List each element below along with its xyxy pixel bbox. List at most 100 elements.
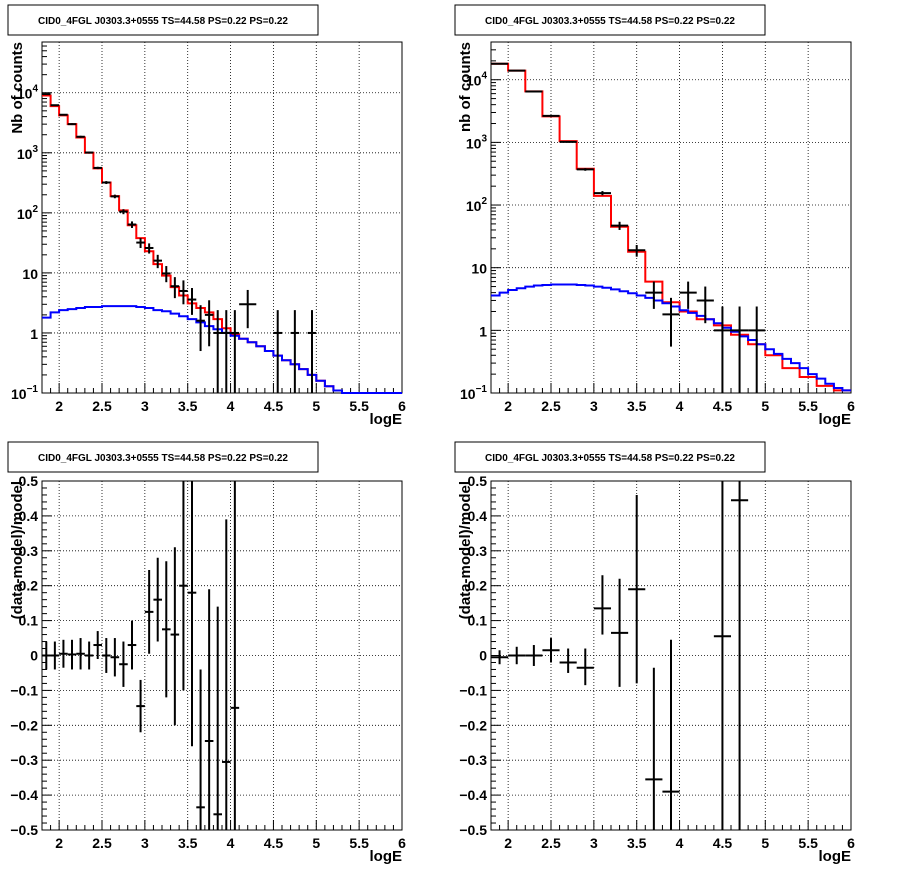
- data-point: [67, 123, 77, 126]
- y-tick-label: 102: [17, 204, 39, 222]
- data-point: [611, 578, 629, 687]
- x-tick-label: 2.5: [541, 835, 561, 851]
- x-tick-label: 3: [141, 835, 149, 851]
- data-point: [187, 481, 197, 747]
- y-tick-label: 0.3: [468, 543, 488, 559]
- data-point: [576, 168, 594, 171]
- y-tick-label: 0.4: [19, 508, 39, 524]
- grid: [42, 481, 402, 830]
- data-point: [42, 93, 51, 96]
- x-axis-label: logE: [370, 848, 403, 865]
- y-tick-label: 10: [22, 266, 38, 282]
- x-tick-label: 3: [590, 398, 598, 414]
- y-tick-label: 0: [30, 648, 38, 664]
- data-point: [76, 638, 85, 670]
- data-point: [611, 221, 629, 230]
- grid: [42, 42, 402, 393]
- data-point: [144, 569, 154, 654]
- y-tick-label: 0.2: [19, 578, 39, 594]
- y-tick-label: 104: [466, 71, 488, 89]
- title-box: [7, 441, 319, 473]
- y-tick-label: −0.5: [10, 822, 38, 838]
- chart-title: CID0_4FGL J0303.3+0555 TS=44.58 PS=0.22 …: [485, 453, 735, 464]
- data-point: [119, 641, 128, 687]
- y-tick-label: 0.1: [19, 613, 39, 629]
- data-point: [59, 113, 68, 116]
- y-tick-label: −0.1: [10, 682, 38, 698]
- data-point: [170, 277, 180, 299]
- x-tick-label: 6: [398, 398, 406, 414]
- data-point: [662, 639, 680, 830]
- y-tick-base: 10: [466, 135, 482, 151]
- x-tick-label: 6: [847, 398, 855, 414]
- data-point: [230, 310, 240, 393]
- data-point: [559, 648, 577, 673]
- x-tick-label: 5: [312, 398, 320, 414]
- chart-title: CID0_4FGL J0303.3+0555 TS=44.58 PS=0.22 …: [485, 16, 735, 27]
- y-axis-label: nb of counts: [457, 42, 474, 132]
- x-tick-label: 3.5: [178, 835, 198, 851]
- data-point: [136, 238, 145, 248]
- y-tick-base: 10: [466, 73, 482, 89]
- x-tick-label: 3.5: [627, 398, 647, 414]
- chart-panel-1: 2 2.5 3 3.5 4 4.5 5 5.5 610−1110102103104logENb …: [7, 4, 406, 428]
- data-point: [230, 481, 240, 830]
- data-point: [204, 589, 214, 830]
- y-tick-base: 10: [11, 386, 27, 402]
- x-tick-label: 5.5: [798, 398, 818, 414]
- data-point: [679, 281, 697, 309]
- data-point: [508, 646, 526, 665]
- data-point: [525, 90, 543, 93]
- data-point: [93, 166, 102, 170]
- data-point: [102, 181, 111, 185]
- y-tick-base: 10: [17, 146, 33, 162]
- x-tick-label: 3: [590, 835, 598, 851]
- x-axis-label: logE: [819, 848, 852, 865]
- data-point: [628, 494, 646, 684]
- data-point: [127, 620, 137, 670]
- x-tick-label: 5: [761, 835, 769, 851]
- data-point: [273, 310, 282, 393]
- data-point: [239, 289, 257, 329]
- x-tick-label: 5.5: [798, 835, 818, 851]
- y-tick-exponent: 2: [481, 196, 487, 207]
- data-point: [696, 286, 714, 324]
- y-tick-label: 10: [471, 261, 487, 277]
- x-tick-label: 6: [398, 835, 406, 851]
- y-tick-label: 10−1: [460, 384, 487, 402]
- data-point: [84, 641, 94, 670]
- data-point: [110, 194, 120, 199]
- x-tick-label: 4: [676, 398, 684, 414]
- x-tick-label: 5: [312, 835, 320, 851]
- series-line-blue: [491, 283, 851, 392]
- data-point: [119, 209, 128, 215]
- x-tick-label: 4: [676, 835, 684, 851]
- y-tick-label: −0.4: [459, 787, 487, 803]
- y-tick-label: −0.4: [10, 787, 38, 803]
- data-point: [162, 561, 171, 698]
- y-tick-label: 0.3: [19, 543, 39, 559]
- chart-panel-2: 2 2.5 3 3.5 4 4.5 5 5.5 610−1110102103104logEnb …: [454, 4, 855, 428]
- data-point: [542, 638, 560, 663]
- plot-frame: [41, 41, 403, 394]
- y-tick-label: 1: [30, 326, 38, 342]
- y-tick-base: 10: [17, 206, 33, 222]
- data-point: [559, 140, 577, 143]
- title-box: [454, 441, 766, 473]
- y-tick-exponent: −1: [27, 384, 39, 395]
- x-tick-label: 3: [141, 398, 149, 414]
- y-tick-exponent: 4: [481, 71, 487, 82]
- y-tick-label: 102: [466, 196, 488, 214]
- axis-ticks: [41, 41, 403, 394]
- y-tick-label: 0.5: [468, 473, 488, 489]
- y-tick-label: 0.2: [468, 578, 488, 594]
- y-tick-label: 10−1: [11, 384, 38, 402]
- y-tick-base: 1: [479, 323, 487, 339]
- data-point: [213, 606, 222, 830]
- y-tick-label: 103: [466, 133, 488, 151]
- data-point: [213, 310, 222, 393]
- y-tick-exponent: 3: [481, 133, 487, 144]
- y-tick-label: −0.3: [10, 752, 38, 768]
- x-tick-label: 2: [504, 398, 512, 414]
